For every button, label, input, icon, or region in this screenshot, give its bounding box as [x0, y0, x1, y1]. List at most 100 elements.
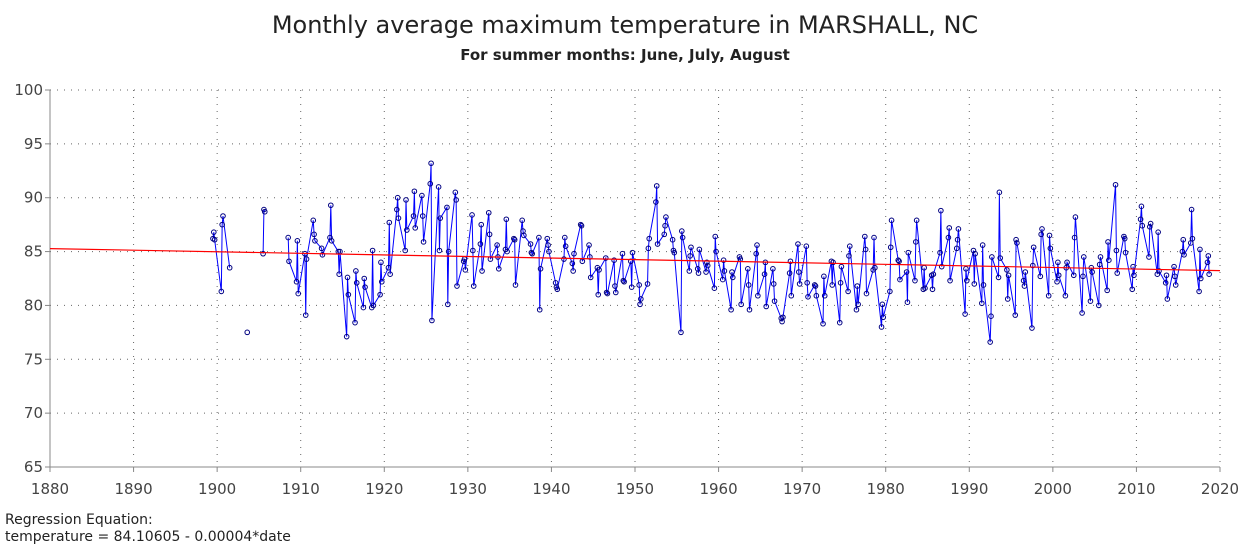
data-point — [1181, 252, 1187, 258]
trend-line — [49, 248, 1221, 272]
data-point — [445, 301, 451, 308]
data-point — [527, 241, 534, 247]
data-point — [1062, 292, 1069, 299]
data-point — [770, 281, 777, 287]
data-point — [947, 277, 953, 284]
data-point — [445, 248, 452, 255]
data-point — [821, 292, 828, 299]
data-point — [318, 245, 325, 252]
data-point — [570, 268, 576, 274]
regression-line — [49, 248, 1221, 272]
data-point — [1196, 288, 1202, 295]
data-point — [645, 245, 652, 252]
data-point — [412, 225, 419, 231]
data-point — [511, 235, 517, 242]
data-point — [830, 259, 836, 266]
data-point — [328, 202, 334, 209]
data-point — [344, 274, 351, 281]
data-point — [352, 319, 358, 326]
data-point — [711, 285, 718, 291]
data-point — [404, 227, 410, 233]
data-point — [420, 239, 427, 245]
data-point — [1096, 261, 1103, 268]
data-point — [504, 248, 510, 255]
data-point — [913, 217, 920, 224]
data-point — [1064, 259, 1070, 266]
data-point — [1106, 257, 1112, 263]
y-tick-label: 65 — [24, 458, 43, 476]
data-point — [435, 184, 442, 190]
data-point — [485, 209, 492, 216]
data-point — [211, 229, 217, 235]
data-point — [578, 222, 585, 229]
data-point — [671, 249, 678, 256]
data-point — [1030, 262, 1036, 269]
data-point — [629, 249, 636, 256]
data-point — [428, 160, 434, 167]
data-point — [703, 269, 709, 275]
data-point — [1204, 259, 1211, 266]
data-point — [503, 216, 510, 223]
data-point — [995, 274, 1002, 281]
data-point — [536, 234, 542, 241]
data-point — [226, 264, 233, 271]
data-point — [469, 212, 475, 218]
data-point — [796, 281, 803, 287]
data-point — [536, 306, 543, 313]
data-point — [963, 266, 969, 272]
data-point — [938, 207, 944, 214]
data-point — [511, 236, 518, 243]
x-tick-label: 1960 — [699, 480, 737, 498]
data-point — [219, 221, 225, 228]
data-point — [1146, 254, 1152, 260]
data-point — [377, 291, 383, 298]
data-point — [937, 249, 943, 256]
x-tick-label: 2000 — [1034, 480, 1072, 498]
data-point — [862, 246, 869, 253]
data-point — [1097, 254, 1104, 260]
data-point — [353, 280, 360, 286]
data-point — [596, 267, 602, 273]
data-point — [945, 234, 952, 241]
data-point — [595, 291, 602, 298]
x-tick-label: 1990 — [950, 480, 988, 498]
x-tick-label: 1910 — [282, 480, 320, 498]
data-point — [855, 301, 861, 308]
data-point — [1163, 272, 1170, 279]
data-point — [470, 283, 477, 289]
data-point — [820, 320, 826, 327]
data-point — [953, 245, 960, 252]
data-point — [938, 263, 945, 270]
data-point — [403, 197, 409, 203]
data-point — [529, 250, 536, 257]
data-point — [1055, 259, 1061, 266]
data-point — [586, 242, 592, 248]
data-point — [436, 247, 443, 254]
data-point — [1004, 296, 1011, 302]
data-point — [1138, 203, 1145, 210]
data-point — [1129, 286, 1136, 293]
data-point — [803, 243, 810, 249]
data-point — [1122, 249, 1129, 256]
data-point — [872, 264, 878, 271]
y-tick-label: 90 — [24, 189, 43, 207]
data-point — [571, 250, 577, 257]
data-point — [1096, 302, 1102, 309]
data-point — [419, 192, 425, 199]
data-point — [821, 273, 827, 280]
data-point — [1038, 231, 1044, 238]
data-point — [1089, 269, 1095, 275]
data-point — [805, 294, 811, 300]
data-point — [846, 243, 853, 249]
data-point — [972, 250, 978, 257]
data-point — [1189, 235, 1196, 242]
data-point — [1121, 235, 1128, 242]
data-series — [210, 160, 1212, 345]
data-point — [378, 259, 384, 266]
x-tick-label: 1930 — [449, 480, 487, 498]
data-point — [603, 289, 610, 296]
data-point — [429, 317, 435, 324]
data-point — [218, 288, 225, 295]
series-line — [262, 209, 266, 254]
data-point — [260, 250, 266, 257]
